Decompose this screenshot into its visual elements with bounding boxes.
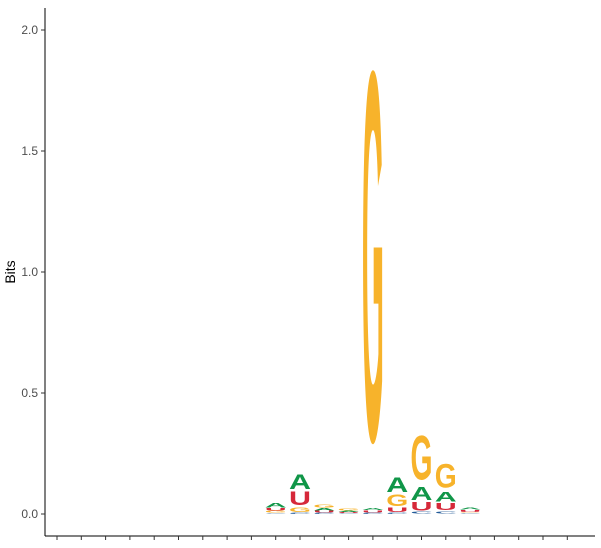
logo-letter-g: G xyxy=(313,504,335,509)
axes-layer: 0.0 0.5 1.0 1.5 2.0 xyxy=(21,8,595,540)
logo-letter-c: C xyxy=(265,513,287,514)
y-tick-label: 1.0 xyxy=(21,265,38,279)
logo-letter-g: G xyxy=(435,456,457,495)
logo-letter-glyph: U xyxy=(386,507,408,514)
logo-letter-g: G xyxy=(265,511,287,514)
logo-letter-glyph: C xyxy=(386,512,408,514)
logo-letter-glyph: G xyxy=(435,456,457,495)
logo-letter-glyph: A xyxy=(313,507,335,511)
logo-letter-glyph: U xyxy=(313,510,335,513)
logo-letter-glyph: C xyxy=(411,511,433,514)
logo-letter-u: U xyxy=(362,510,384,513)
logo-letter-glyph: C xyxy=(435,511,458,514)
logo-letter-c: C xyxy=(386,512,408,514)
logo-letter-glyph: A xyxy=(411,484,433,504)
logo-letter-u: U xyxy=(386,507,408,514)
logo-letter-a: A xyxy=(289,469,311,494)
logo-letter-a: A xyxy=(411,484,433,504)
y-tick-label: 1.5 xyxy=(21,144,38,158)
logo-letter-glyph: U xyxy=(362,510,384,513)
logo-letter-a: A xyxy=(459,507,482,510)
logo-letter-glyph: C xyxy=(313,512,335,514)
y-tick-label: 2.0 xyxy=(21,23,38,37)
logo-letter-c: C xyxy=(411,511,433,514)
logo-letter-glyph: C xyxy=(459,513,481,514)
logo-letter-a: A xyxy=(313,507,335,511)
logo-letter-glyph: G xyxy=(338,508,360,511)
y-axis-title: Bits xyxy=(2,260,18,283)
logo-letter-glyph: C xyxy=(338,513,360,514)
logo-letter-glyph: U xyxy=(265,507,287,511)
logo-letter-glyph: C xyxy=(289,512,311,514)
logo-letter-glyph: C xyxy=(362,512,384,514)
logo-letter-a: A xyxy=(435,489,457,504)
logo-letter-glyph: G xyxy=(289,506,311,513)
logo-letter-g: G xyxy=(386,491,408,510)
logo-letter-u: U xyxy=(289,488,311,509)
logo-letter-u: U xyxy=(313,510,335,513)
logo-letter-c: C xyxy=(362,512,384,514)
logo-letter-glyph: A xyxy=(435,489,457,504)
logo-letter-glyph: C xyxy=(265,513,287,514)
logo-letter-glyph: U xyxy=(411,500,433,513)
logo-letter-g: G xyxy=(289,506,311,513)
logo-letter-glyph: A xyxy=(459,507,482,510)
logo-letter-glyph: G xyxy=(459,512,481,513)
logo-letter-c: C xyxy=(313,512,335,514)
logo-letter-c: C xyxy=(289,512,311,514)
logo-letter-u: U xyxy=(338,512,360,514)
logo-letter-glyph: A xyxy=(289,469,311,494)
logo-letter-a: A xyxy=(265,502,287,509)
logo-letter-glyph: A xyxy=(338,510,360,512)
logo-letter-glyph: A xyxy=(362,507,385,510)
logo-letter-glyph: U xyxy=(338,512,360,514)
logo-letter-glyph: U xyxy=(459,510,481,513)
logo-letter-g: G xyxy=(459,512,481,513)
logo-letter-u: U xyxy=(459,510,481,513)
logo-letter-glyph: U xyxy=(289,488,311,509)
logo-letter-glyph: G xyxy=(313,504,335,509)
logo-letter-glyph: A xyxy=(265,502,287,509)
logo-letter-g: G xyxy=(338,508,360,511)
logo-letter-a: A xyxy=(386,473,408,497)
y-tick-label: 0.0 xyxy=(21,507,38,521)
logo-letter-glyph: G xyxy=(386,491,408,510)
logo-letter-c: C xyxy=(459,513,481,514)
logo-letter-g: G xyxy=(362,0,384,548)
logo-letter-a: A xyxy=(362,507,385,510)
logo-letter-g: G xyxy=(411,424,433,494)
logo-letter-a: A xyxy=(338,510,360,512)
logo-letter-glyph: G xyxy=(265,511,287,514)
logo-letter-c: C xyxy=(435,511,458,514)
logo-letter-u: U xyxy=(265,507,287,511)
logo-letter-u: U xyxy=(411,500,433,513)
logo-letter-glyph: A xyxy=(386,473,408,497)
logo-letter-u: U xyxy=(435,501,457,513)
logo-letter-glyph: U xyxy=(435,501,457,513)
logo-letter-glyph: G xyxy=(411,424,433,494)
logo-letter-c: C xyxy=(338,513,360,514)
y-tick-label: 0.5 xyxy=(21,386,38,400)
logo-letter-glyph: G xyxy=(362,0,384,543)
